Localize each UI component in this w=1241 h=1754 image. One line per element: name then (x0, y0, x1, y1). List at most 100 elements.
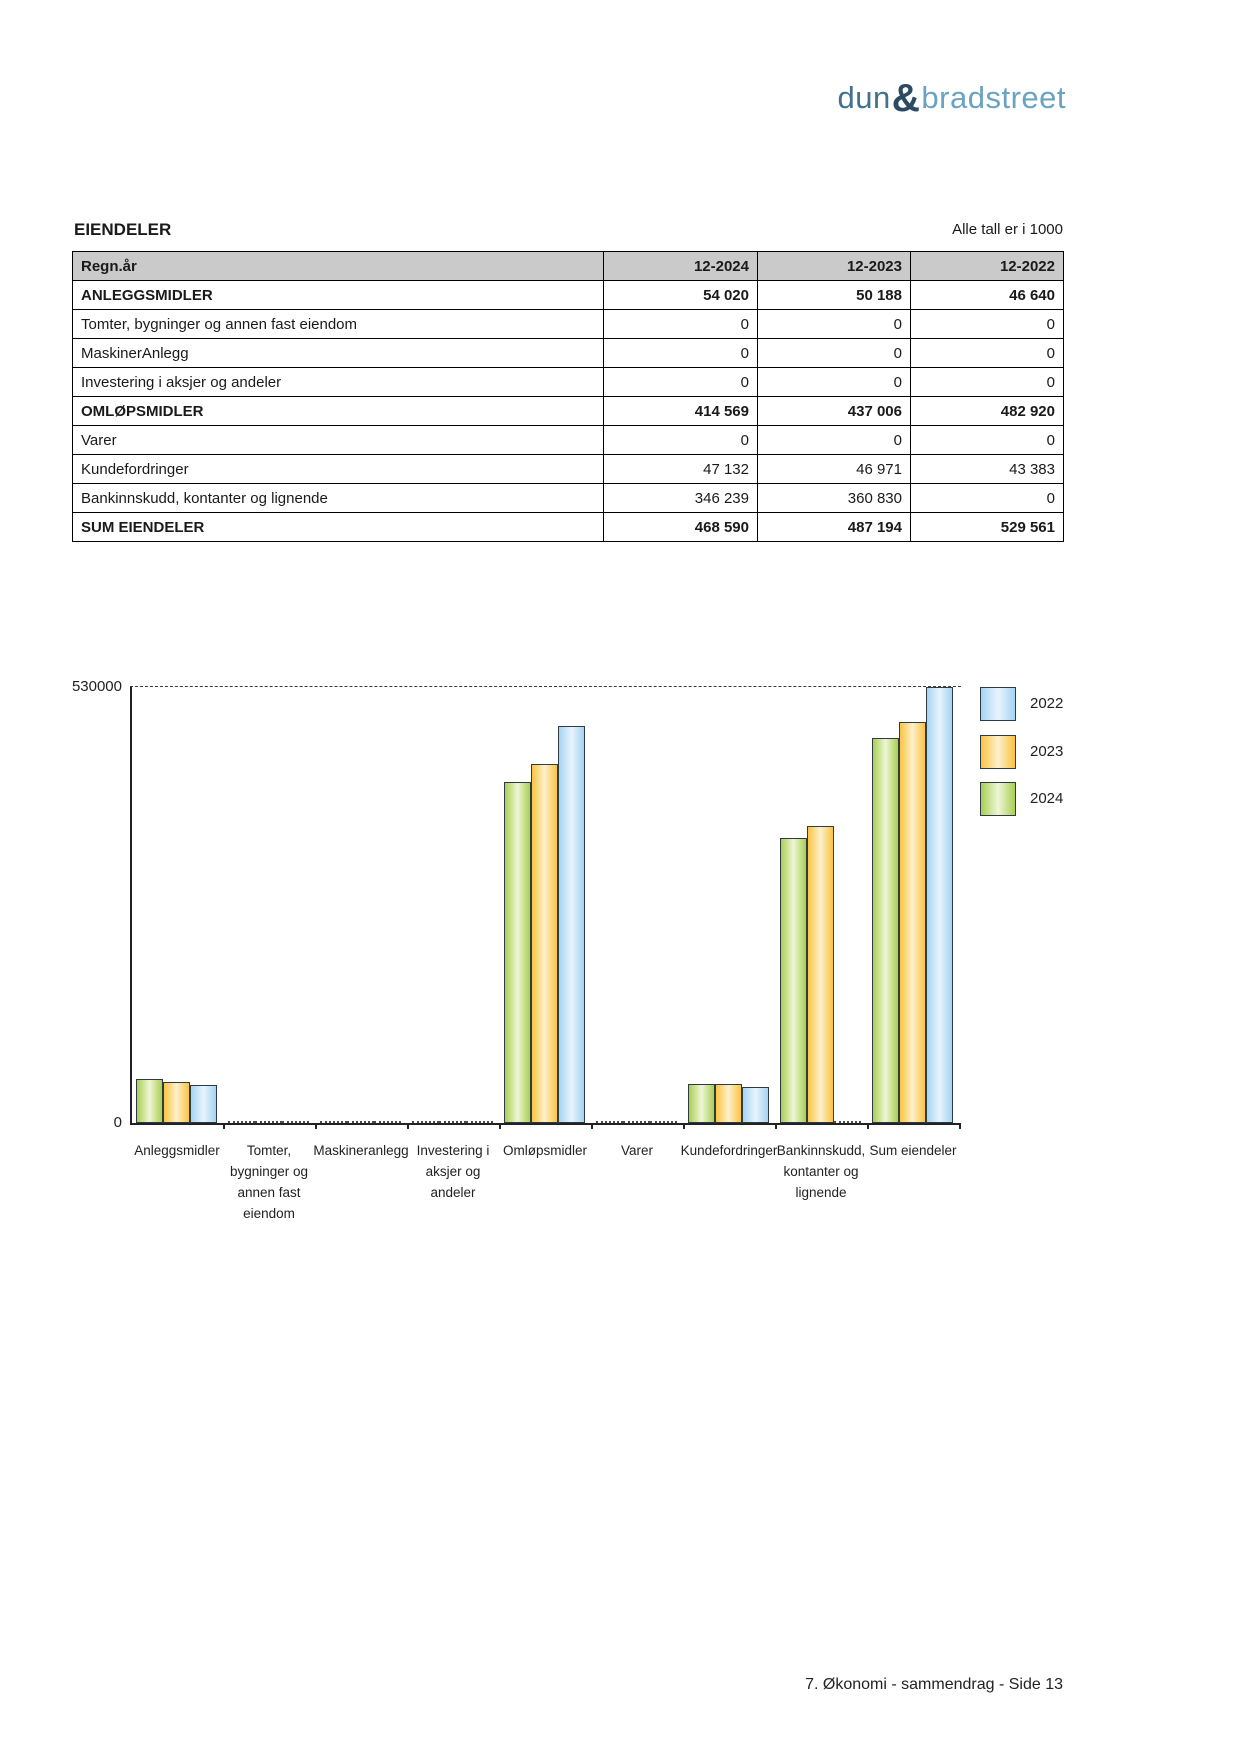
zero-bar-2024-6 (596, 1121, 623, 1123)
row-label: SUM EIENDELER (72, 512, 604, 542)
row-value: 46 971 (757, 454, 911, 484)
legend-item-2022: 2022 (980, 687, 1120, 723)
x-axis-label: Bankinnskudd, kontanter og lignende (777, 1140, 866, 1203)
x-axis-label: Kundefordringer (681, 1140, 778, 1161)
section-title: EIENDELER (74, 220, 172, 239)
zero-bar-2022-8 (834, 1121, 861, 1123)
x-axis-label-line: aksjer og (425, 1164, 481, 1179)
y-axis-label-zero: 0 (113, 1114, 122, 1131)
zero-bar-2022-4 (466, 1121, 493, 1123)
legend-item-2024: 2024 (980, 782, 1120, 818)
zero-bar-2022-2 (282, 1121, 309, 1123)
bar-2024-1 (136, 1078, 163, 1123)
x-axis-label: Omløpsmidler (503, 1140, 587, 1161)
ampersand-icon: & (891, 77, 921, 120)
x-axis-label-line: Anleggsmidler (134, 1143, 220, 1158)
row-value: 54 020 (603, 280, 758, 310)
x-axis-label-line: kontanter og (783, 1164, 859, 1179)
logo-text-dun: dun (837, 80, 891, 115)
assets-table-head: Regn.år 12-2024 12-2023 12-2022 (72, 251, 1064, 281)
x-axis-label-line: Maskineranlegg (313, 1143, 409, 1158)
bar-2022-5 (558, 725, 585, 1123)
assets-table-body: ANLEGGSMIDLER 54 020 50 188 46 640 Tomter, b… (72, 280, 1064, 542)
legend-swatch-2023 (980, 734, 1016, 769)
row-value: 437 006 (757, 396, 911, 426)
row-value: 346 239 (603, 483, 758, 513)
row-value: 487 194 (757, 512, 911, 542)
column-header: 12-2024 (603, 251, 758, 281)
logo-text-bradstreet: bradstreet (921, 80, 1066, 115)
legend-swatch-2024 (980, 782, 1016, 816)
row-label: Kundefordringer (72, 454, 604, 484)
row-value: 0 (910, 425, 1064, 455)
x-axis-tick (959, 1123, 961, 1129)
table-row: OMLØPSMIDLER 414 569 437 006 482 920 (72, 396, 1064, 426)
x-axis-label: Investering i aksjer og andeler (417, 1140, 490, 1203)
table-row: MaskinerAnlegg 0 0 0 (72, 338, 1064, 368)
table-row: Varer 0 0 0 (72, 425, 1064, 455)
y-axis-label-max: 530000 (71, 678, 122, 695)
legend-label: 2024 (1030, 790, 1064, 807)
x-axis-label: Varer (621, 1140, 653, 1161)
assets-table: Regn.år 12-2024 12-2023 12-2022 ANLEGGSMIDL… (72, 251, 1064, 542)
zero-bar-2024-4 (412, 1121, 439, 1123)
x-axis-tick (499, 1123, 501, 1129)
legend-label: 2022 (1030, 695, 1064, 712)
x-axis-label-line: Omløpsmidler (502, 1143, 588, 1158)
bar-2022-7 (742, 1087, 769, 1123)
column-header: Regn.år (72, 251, 604, 281)
zero-bar-2022-6 (650, 1121, 677, 1123)
zero-bar-2023-6 (623, 1121, 650, 1123)
bar-2024-5 (504, 781, 531, 1123)
row-label: Tomter, bygninger og annen fast eiendom (72, 309, 604, 339)
x-axis-label: Maskineranlegg (313, 1140, 408, 1161)
row-label: OMLØPSMIDLER (72, 396, 604, 426)
bar-2024-8 (780, 838, 807, 1123)
x-axis-label-line: Bankinnskudd, (776, 1143, 866, 1158)
bar-2022-9 (926, 687, 953, 1123)
zero-bar-2023-3 (347, 1121, 374, 1123)
row-value: 46 640 (910, 280, 1064, 310)
x-axis-tick (591, 1123, 593, 1129)
x-axis-tick (315, 1123, 317, 1129)
row-label: ANLEGGSMIDLER (72, 280, 604, 310)
bar-2023-5 (531, 763, 558, 1123)
bar-2023-9 (899, 722, 926, 1123)
x-axis-tick (867, 1123, 869, 1129)
row-value: 0 (757, 425, 911, 455)
legend-label: 2023 (1030, 742, 1064, 760)
row-label: Varer (72, 425, 604, 455)
row-label: Bankinnskudd, kontanter og lignende (72, 483, 604, 513)
x-axis-tick (407, 1123, 409, 1129)
x-axis-label-line: andeler (430, 1185, 476, 1200)
row-value: 482 920 (910, 396, 1064, 426)
bar-2022-1 (190, 1084, 217, 1123)
zero-bar-2024-3 (320, 1121, 347, 1123)
zero-bar-2023-2 (255, 1121, 282, 1123)
y-axis (130, 687, 132, 1123)
x-axis-label-line: eiendom (243, 1206, 295, 1221)
table-row: Tomter, bygninger og annen fast eiendom 0… (72, 309, 1064, 339)
column-header: 12-2022 (910, 251, 1064, 281)
bar-2024-7 (688, 1084, 715, 1123)
row-label: MaskinerAnlegg (72, 338, 604, 368)
x-axis-label-line: bygninger og (229, 1164, 309, 1179)
page-footer: 7. Økonomi - sammendrag - Side 13 (805, 1676, 1063, 1693)
x-axis-label: Tomter, bygninger og annen fast eiendom (230, 1140, 308, 1224)
table-row: ANLEGGSMIDLER 54 020 50 188 46 640 (72, 280, 1064, 310)
bar-2024-9 (872, 737, 899, 1123)
zero-bar-2022-3 (374, 1121, 401, 1123)
zero-bar-2024-2 (228, 1121, 255, 1123)
x-axis-tick (775, 1123, 777, 1129)
legend-item-2023: 2023 (980, 734, 1120, 771)
table-row: SUM EIENDELER 468 590 487 194 529 561 (72, 512, 1064, 542)
x-axis-tick (683, 1123, 685, 1129)
row-value: 468 590 (603, 512, 758, 542)
x-axis-label-line: annen fast (237, 1185, 301, 1200)
legend-swatch-2022 (980, 687, 1016, 721)
x-axis-label-line: Varer (620, 1143, 654, 1158)
x-axis-tick (223, 1123, 225, 1129)
x-axis-label: Anleggsmidler (134, 1140, 220, 1161)
